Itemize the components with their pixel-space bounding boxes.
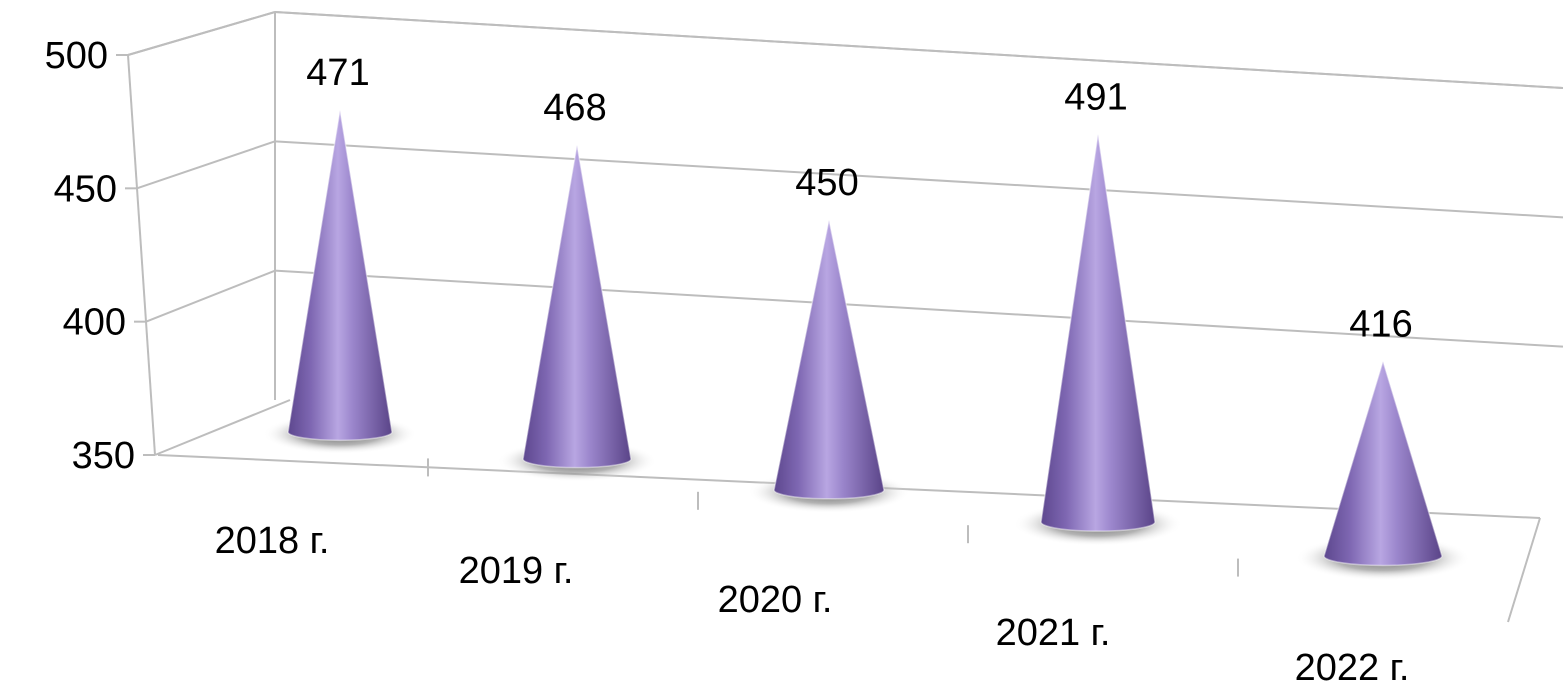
category-label: 2020 г. [718,579,833,621]
data-label: 491 [1064,76,1127,118]
y-axis-tick-labels: 350 400 450 500 [45,35,135,477]
data-label: 471 [306,52,369,94]
floor-right-edge [1507,517,1541,623]
back-gridline [274,140,1563,219]
y-tick-label: 450 [54,168,117,210]
cone-series: 471 468 450 491 416 [263,52,1471,581]
category-label: 2022 г. [1295,647,1410,687]
cone-2: 450 [747,162,911,514]
back-gridline [274,269,1563,348]
back-gridline [274,11,1563,89]
side-gridline [145,269,276,323]
category-label: 2018 г. [215,520,330,562]
floor-back-edge [154,399,291,456]
cone-1: 468 [497,87,657,482]
cone-body [522,144,632,469]
cone-body [1323,358,1443,567]
side-gridline [136,140,276,190]
cone-3: 491 [1013,76,1183,546]
x-axis-tick-marks [427,458,1239,577]
side-gridline [127,11,276,56]
category-label: 2019 г. [459,550,574,592]
data-label: 416 [1349,303,1412,345]
cone-4: 416 [1295,303,1471,581]
cone-body [1040,134,1156,532]
y-tick-label: 400 [63,302,126,344]
data-label: 450 [795,162,858,204]
cone-body [287,110,393,442]
category-label: 2021 г. [996,612,1111,654]
category-labels: 2018 г. 2019 г. 2020 г. 2021 г. 2022 г. [215,520,1410,687]
y-tick-label: 350 [72,435,135,477]
y-tick-label: 500 [45,35,108,77]
gridlines [116,11,1563,456]
data-label: 468 [543,87,606,129]
cone-0: 471 [263,52,417,454]
cone-body [773,219,885,500]
value-axis [127,54,156,456]
